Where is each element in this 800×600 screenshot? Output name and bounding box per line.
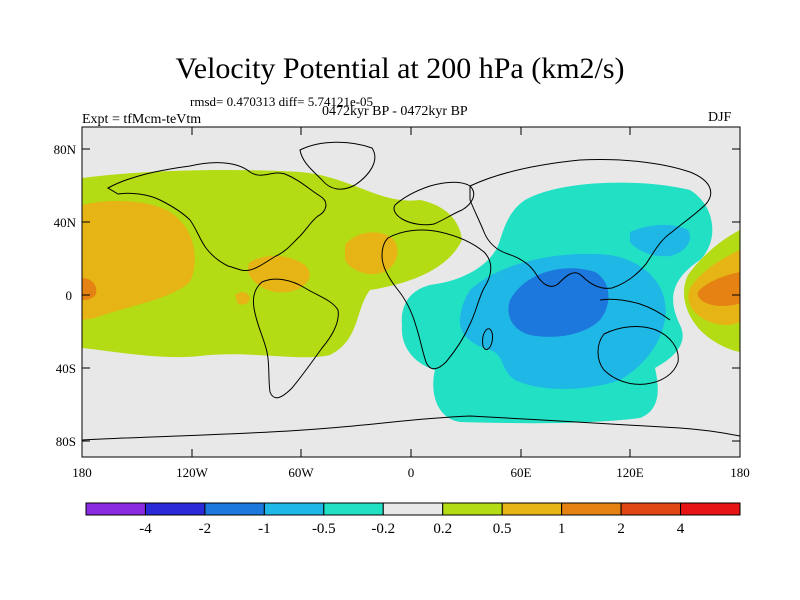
colorbar-box-8 xyxy=(561,502,622,516)
colorbar-box-7 xyxy=(501,502,563,516)
stats-label: rmsd= 0.470313 diff= 5.74121e-05 xyxy=(190,94,374,109)
contour-positive-mid-atlantic xyxy=(345,232,398,275)
lon-labels: 180 120W 60W 0 60E 120E 180 xyxy=(72,465,750,480)
lat-label-80S: 80S xyxy=(56,434,76,449)
lat-label-80N: 80N xyxy=(54,142,77,157)
colorbar-label-4: -0.2 xyxy=(371,521,395,537)
coastline-africa xyxy=(381,229,492,370)
contour-positive-mid-brazil xyxy=(235,292,250,305)
colorbar-box-2 xyxy=(204,502,265,516)
contour-positive-mid-west xyxy=(82,200,195,320)
colorbar-label-5: 0.2 xyxy=(433,521,452,537)
colorbar-label-7: 1 xyxy=(558,521,566,537)
colorbar-box-10 xyxy=(680,502,741,516)
lon-label-0: 0 xyxy=(408,465,415,480)
lat-ticks xyxy=(82,148,740,442)
lon-label-180w: 180 xyxy=(72,465,92,480)
lat-label-40S: 40S xyxy=(56,361,76,376)
lon-label-120W: 120W xyxy=(176,465,209,480)
coastline-antarctica xyxy=(82,415,740,441)
lon-ticks xyxy=(81,127,741,457)
season-label: DJF xyxy=(708,110,732,125)
lon-label-120E: 120E xyxy=(616,465,644,480)
lon-label-180e: 180 xyxy=(730,465,750,480)
coastline-greenland xyxy=(299,141,376,190)
colorbar-box-0 xyxy=(85,502,146,516)
colorbar-box-4 xyxy=(323,502,384,516)
coastline-south-america xyxy=(252,278,339,399)
contour-negative-strong-east xyxy=(508,268,609,337)
coastlines xyxy=(82,141,740,441)
colorbar-box-9 xyxy=(620,502,682,516)
period-label: 0472kyr BP - 0472kyr BP xyxy=(322,104,468,119)
colorbar-box-1 xyxy=(144,502,206,516)
map-title: Velocity Potential at 200 hPa (km2/s) xyxy=(175,52,625,85)
coastline-australia xyxy=(597,326,679,385)
colorbar-label-6: 0.5 xyxy=(493,521,512,537)
lat-labels: 80N 40N 0 40S 80S xyxy=(54,142,77,449)
coastline-madagascar xyxy=(482,328,493,350)
lat-label-0: 0 xyxy=(66,288,73,303)
colorbar-label-3: -0.5 xyxy=(312,521,336,537)
coastline-north-america xyxy=(106,162,327,271)
coastline-europe xyxy=(393,181,475,226)
colorbar-label-9: 4 xyxy=(677,521,685,537)
colorbar-box-6 xyxy=(442,502,503,516)
lon-label-60E: 60E xyxy=(511,465,532,480)
coastline-indonesia xyxy=(599,298,671,321)
lon-label-60W: 60W xyxy=(288,465,314,480)
contour-positive-mid-caribbean xyxy=(247,255,310,293)
lat-label-40N: 40N xyxy=(54,215,77,230)
coastline-asia xyxy=(469,159,712,289)
contour-negative-mid-pacific xyxy=(630,224,690,257)
colorbar-label-2: -1 xyxy=(258,521,271,537)
colorbar-box-3 xyxy=(263,502,325,516)
colorbar-label-0: -4 xyxy=(139,521,152,537)
colorbar-box-5 xyxy=(382,502,444,516)
colorbar-label-1: -2 xyxy=(199,521,212,537)
colorbar-label-8: 2 xyxy=(617,521,625,537)
colorbar: -4 -2 -1 -0.5 -0.2 0.2 0.5 1 2 4 xyxy=(85,502,741,537)
experiment-label: Expt = tfMcm-teVtm xyxy=(82,112,202,127)
contour-positive-strong-pacific xyxy=(697,272,740,306)
